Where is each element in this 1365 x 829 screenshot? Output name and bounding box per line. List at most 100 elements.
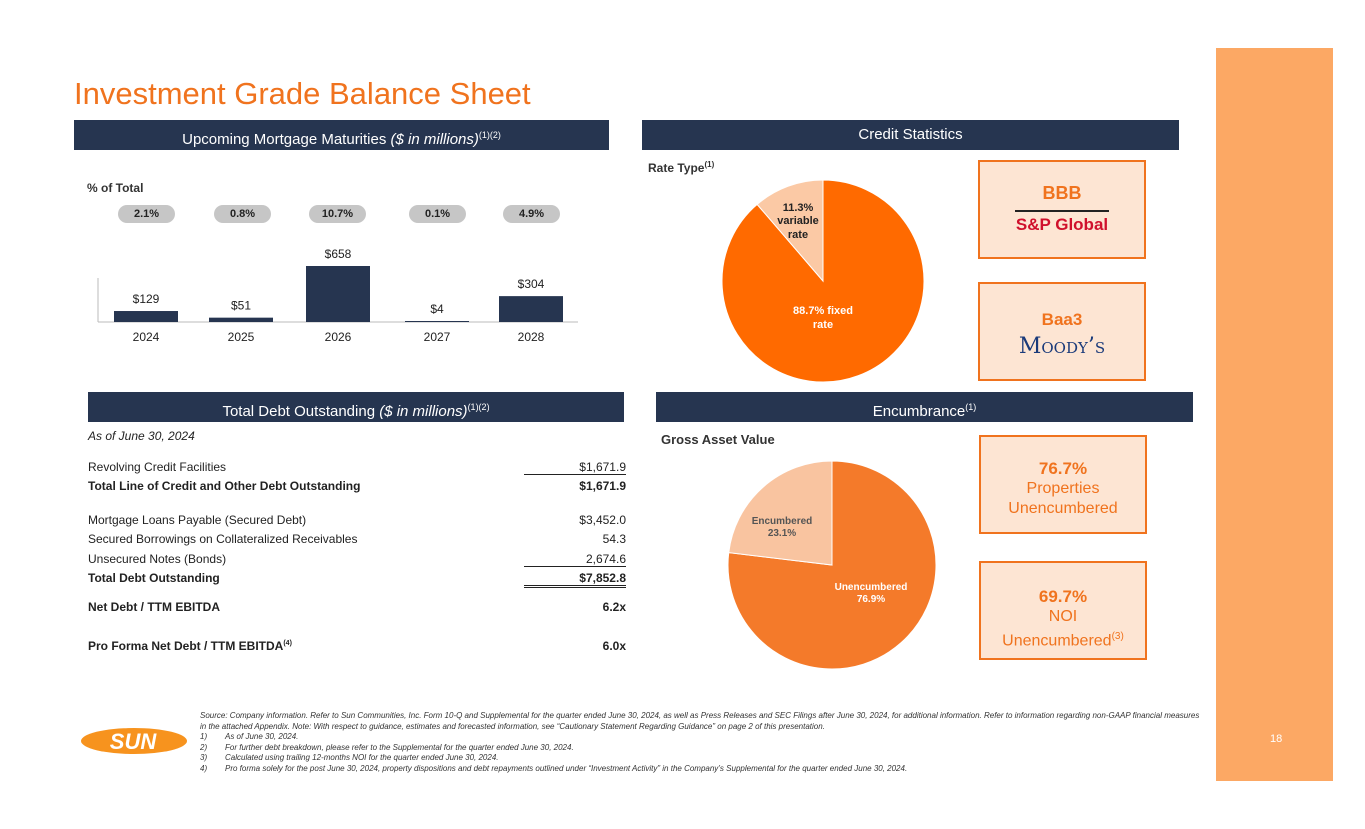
moodys-rating-box: Baa3 Moody’s <box>978 282 1146 381</box>
footnote-4: 4) Pro forma solely for the post June 30,… <box>200 764 1200 775</box>
variable-rate-word1: variable <box>777 215 819 227</box>
footnote-text: Calculated using trailing 12-months NOI … <box>225 753 499 762</box>
debt-row-value: 6.0x <box>602 639 626 653</box>
debt-row-value: $1,671.9 <box>524 460 626 475</box>
debt-row-unsecured-notes: Unsecured Notes (Bonds) 2,674.6 <box>88 552 626 568</box>
debt-row-label: Secured Borrowings on Collateralized Rec… <box>88 532 358 546</box>
unencumbered-label: Unencumbered <box>835 582 908 593</box>
bar-category-label: 2028 <box>518 330 545 344</box>
debt-header-main: Total Debt Outstanding <box>222 403 380 420</box>
debt-row-label: Unsecured Notes (Bonds) <box>88 552 227 566</box>
debt-header: Total Debt Outstanding ($ in millions)(1… <box>88 392 624 422</box>
debt-header-units: ($ in millions) <box>379 403 468 420</box>
sp-rating-box: BBB S&P Global <box>978 160 1146 259</box>
debt-table: Revolving Credit Facilities $1,671.9 Tot… <box>88 460 626 660</box>
pct-pill-2024: 2.1% <box>118 205 175 223</box>
sp-divider <box>1015 210 1109 212</box>
footnote-3: 3) Calculated using trailing 12-months NO… <box>200 753 1200 764</box>
bar-value-label: $658 <box>325 247 352 261</box>
encumbrance-pie-chart: Unencumbered 76.9% Encumbered 23.1% <box>727 460 937 670</box>
noi-footnote: (3) <box>1111 631 1124 642</box>
footnote-num: 1) <box>200 732 208 741</box>
encumbrance-header: Encumbrance(1) <box>656 392 1193 422</box>
debt-row-total-loc: Total Line of Credit and Other Debt Outs… <box>88 479 626 495</box>
variable-rate-slice <box>756 179 824 283</box>
sun-logo-text: SUN <box>110 729 158 754</box>
maturities-bar-chart: $129 2024 $51 2025 $658 2026 $4 2027 $304 2028 <box>97 247 578 344</box>
page-number: 18 <box>1270 733 1283 745</box>
maturities-header-units: ($ in millions) <box>390 131 479 148</box>
pct-pill-2025: 0.8% <box>214 205 271 223</box>
debt-row-label: Total Debt Outstanding <box>88 571 220 585</box>
debt-row-label: Mortgage Loans Payable (Secured Debt) <box>88 513 307 527</box>
bar-category-label: 2026 <box>325 330 352 344</box>
footnotes: Source: Company information. Refer to Su… <box>200 711 1200 774</box>
debt-row-secured-borrowings: Secured Borrowings on Collateralized Rec… <box>88 532 626 548</box>
properties-unencumbered-pct: 76.7% <box>1038 459 1088 478</box>
rate-type-pie-chart: 88.7% fixed rate 11.3% variable rate <box>721 179 925 383</box>
sun-logo: SUN <box>81 728 187 754</box>
properties-unencumbered-label: Unencumbered <box>1008 500 1118 517</box>
bar-category-label: 2024 <box>133 330 160 344</box>
debt-row-mortgage: Mortgage Loans Payable (Secured Debt) $3… <box>88 513 626 529</box>
variable-rate-pct: 11.3% <box>783 202 814 214</box>
debt-row-label: Revolving Credit Facilities <box>88 460 227 474</box>
variable-rate-word2: rate <box>788 229 808 241</box>
encumbrance-header-footnote: (1) <box>965 402 977 412</box>
source-note: Source: Company information. Refer to Su… <box>200 711 1200 731</box>
bar-category-label: 2025 <box>228 330 255 344</box>
debt-row-pro-forma: Pro Forma Net Debt / TTM EBITDA(4) 6.0x <box>88 639 626 655</box>
footnote-text: As of June 30, 2024. <box>225 732 299 741</box>
properties-label: Properties <box>1026 480 1100 497</box>
bar-2027 <box>405 321 469 322</box>
sp-rating: BBB <box>1042 183 1082 203</box>
encumbered-slice <box>728 460 833 566</box>
bar-2024 <box>114 311 178 322</box>
debt-row-label: Net Debt / TTM EBITDA <box>88 600 220 614</box>
debt-row-value: 6.2x <box>602 600 626 614</box>
footnote-text: Pro forma solely for the post June 30, 2… <box>225 763 908 773</box>
pct-pill-2026: 10.7% <box>309 205 366 223</box>
encumbered-label: Encumbered <box>752 516 813 527</box>
bar-value-label: $4 <box>430 302 444 316</box>
fixed-rate-label: 88.7% fixed <box>793 305 853 317</box>
debt-row-label: Pro Forma Net Debt / TTM EBITDA(4) <box>88 639 292 653</box>
debt-as-of: As of June 30, 2024 <box>88 429 195 443</box>
encumbrance-header-text: Encumbrance <box>872 403 966 420</box>
bar-value-label: $129 <box>133 292 160 306</box>
bar-2026 <box>306 266 370 322</box>
debt-row-value: $3,452.0 <box>579 513 626 527</box>
noi-label: NOI <box>1048 608 1078 625</box>
debt-header-footnote: (1)(2) <box>467 402 490 412</box>
bar-value-label: $304 <box>518 277 545 291</box>
debt-row-value: 54.3 <box>602 532 626 546</box>
rate-type-label: Rate Type(1) <box>648 160 714 175</box>
footnote-2: 2) For further debt breakdown, please ref… <box>200 743 1200 754</box>
maturities-header: Upcoming Mortgage Maturities ($ in milli… <box>74 120 609 150</box>
page-title: Investment Grade Balance Sheet <box>74 76 531 111</box>
gross-asset-value-label: Gross Asset Value <box>661 432 775 447</box>
footnote-num: 4) <box>200 763 208 773</box>
footnote-num: 2) <box>200 742 208 752</box>
footnote-num: 3) <box>200 753 208 762</box>
noi-unencumbered-pct: 69.7% <box>1038 587 1088 606</box>
debt-row-revolving: Revolving Credit Facilities $1,671.9 <box>88 460 626 476</box>
maturities-header-main: Upcoming Mortgage Maturities <box>182 131 391 148</box>
noi-unencumbered-box: 69.7% NOI Unencumbered(3) <box>979 561 1147 660</box>
pct-pill-2028: 4.9% <box>503 205 560 223</box>
side-accent-bar <box>1216 48 1333 781</box>
rate-type-text: Rate Type <box>648 161 705 175</box>
debt-row-label: Total Line of Credit and Other Debt Outs… <box>88 479 361 493</box>
sun-logo-oval <box>81 728 187 754</box>
sp-global-logo: S&P Global <box>1015 215 1109 234</box>
footnote-1: 1) As of June 30, 2024. <box>200 732 1200 743</box>
bar-2025 <box>209 317 273 322</box>
debt-row-value: $1,671.9 <box>579 479 626 493</box>
debt-row-net-debt-ebitda: Net Debt / TTM EBITDA 6.2x <box>88 600 626 616</box>
encumbered-pct: 23.1% <box>768 528 796 539</box>
debt-row-value: $7,852.8 <box>524 571 626 588</box>
debt-row-value: 2,674.6 <box>524 552 626 567</box>
debt-row-total-debt: Total Debt Outstanding $7,852.8 <box>88 571 626 588</box>
pro-forma-footnote: (4) <box>283 640 292 647</box>
unencumbered-pct: 76.9% <box>857 594 885 605</box>
